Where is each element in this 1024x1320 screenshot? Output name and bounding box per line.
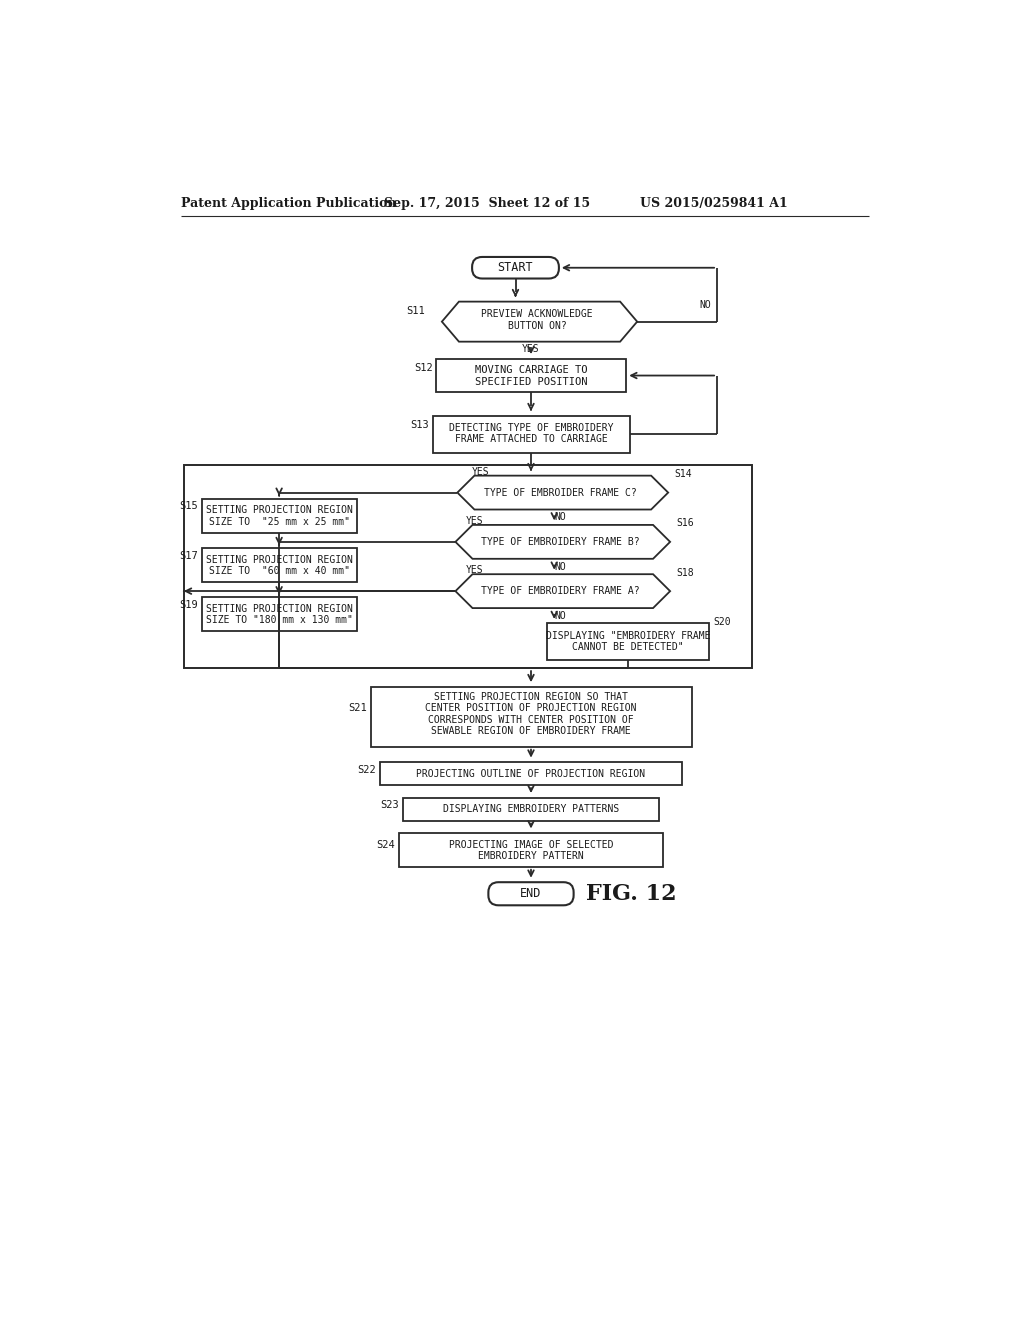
FancyBboxPatch shape	[380, 762, 682, 785]
Polygon shape	[458, 475, 669, 510]
FancyBboxPatch shape	[403, 797, 658, 821]
FancyBboxPatch shape	[432, 416, 630, 453]
FancyBboxPatch shape	[202, 597, 356, 631]
Text: PROJECTING IMAGE OF SELECTED: PROJECTING IMAGE OF SELECTED	[449, 841, 613, 850]
Text: DISPLAYING "EMBROIDERY FRAME: DISPLAYING "EMBROIDERY FRAME	[546, 631, 710, 640]
Text: MOVING CARRIAGE TO: MOVING CARRIAGE TO	[475, 366, 587, 375]
Text: YES: YES	[522, 345, 540, 354]
Text: SETTING PROJECTION REGION: SETTING PROJECTION REGION	[206, 603, 352, 614]
Text: YES: YES	[466, 565, 483, 576]
Text: Patent Application Publication: Patent Application Publication	[180, 197, 396, 210]
Text: YES: YES	[466, 516, 483, 527]
Text: S21: S21	[348, 704, 367, 713]
Text: S13: S13	[410, 420, 429, 430]
Text: BUTTON ON?: BUTTON ON?	[508, 321, 566, 331]
Text: START: START	[498, 261, 534, 275]
FancyBboxPatch shape	[202, 548, 356, 582]
Text: SETTING PROJECTION REGION: SETTING PROJECTION REGION	[206, 554, 352, 565]
Text: S24: S24	[377, 841, 395, 850]
Text: DETECTING TYPE OF EMBROIDERY: DETECTING TYPE OF EMBROIDERY	[449, 422, 613, 433]
FancyBboxPatch shape	[547, 623, 710, 660]
Text: FRAME ATTACHED TO CARRIAGE: FRAME ATTACHED TO CARRIAGE	[455, 434, 607, 445]
Text: S23: S23	[381, 800, 399, 810]
FancyBboxPatch shape	[399, 833, 663, 867]
Text: S11: S11	[407, 306, 425, 315]
Text: SIZE TO "180 mm x 130 mm": SIZE TO "180 mm x 130 mm"	[206, 615, 352, 626]
Polygon shape	[442, 302, 637, 342]
FancyBboxPatch shape	[202, 499, 356, 533]
Text: TYPE OF EMBROIDERY FRAME B?: TYPE OF EMBROIDERY FRAME B?	[481, 537, 640, 546]
Text: SIZE TO  "60 mm x 40 mm": SIZE TO "60 mm x 40 mm"	[209, 566, 349, 576]
Text: S12: S12	[414, 363, 432, 372]
FancyBboxPatch shape	[488, 882, 573, 906]
Text: PREVIEW ACKNOWLEDGE: PREVIEW ACKNOWLEDGE	[481, 309, 593, 319]
Text: SPECIFIED POSITION: SPECIFIED POSITION	[475, 376, 587, 387]
Text: SEWABLE REGION OF EMBROIDERY FRAME: SEWABLE REGION OF EMBROIDERY FRAME	[431, 726, 631, 737]
Polygon shape	[456, 574, 670, 609]
Text: Sep. 17, 2015  Sheet 12 of 15: Sep. 17, 2015 Sheet 12 of 15	[384, 197, 590, 210]
Text: S22: S22	[357, 764, 376, 775]
Text: S17: S17	[179, 550, 198, 561]
Text: PROJECTING OUTLINE OF PROJECTION REGION: PROJECTING OUTLINE OF PROJECTION REGION	[417, 768, 645, 779]
Text: S15: S15	[179, 502, 198, 511]
Text: END: END	[520, 887, 542, 900]
Text: US 2015/0259841 A1: US 2015/0259841 A1	[640, 197, 787, 210]
Text: S14: S14	[675, 469, 692, 479]
Text: NO: NO	[555, 561, 566, 572]
FancyBboxPatch shape	[371, 686, 692, 747]
Text: FIG. 12: FIG. 12	[587, 883, 677, 904]
FancyBboxPatch shape	[472, 257, 559, 279]
Text: TYPE OF EMBROIDERY FRAME A?: TYPE OF EMBROIDERY FRAME A?	[481, 586, 640, 597]
Text: S16: S16	[676, 519, 694, 528]
Text: S18: S18	[676, 568, 694, 578]
Text: S19: S19	[179, 601, 198, 610]
Text: SIZE TO  "25 mm x 25 mm": SIZE TO "25 mm x 25 mm"	[209, 517, 349, 527]
Text: NO: NO	[555, 611, 566, 620]
Text: DISPLAYING EMBROIDERY PATTERNS: DISPLAYING EMBROIDERY PATTERNS	[442, 804, 620, 814]
Text: CORRESPONDS WITH CENTER POSITION OF: CORRESPONDS WITH CENTER POSITION OF	[428, 714, 634, 725]
Text: CENTER POSITION OF PROJECTION REGION: CENTER POSITION OF PROJECTION REGION	[425, 704, 637, 713]
FancyBboxPatch shape	[436, 359, 627, 392]
Text: CANNOT BE DETECTED": CANNOT BE DETECTED"	[572, 643, 684, 652]
Text: S20: S20	[713, 616, 731, 627]
Text: EMBROIDERY PATTERN: EMBROIDERY PATTERN	[478, 851, 584, 861]
Text: SETTING PROJECTION REGION: SETTING PROJECTION REGION	[206, 506, 352, 515]
Text: NO: NO	[555, 512, 566, 523]
Text: TYPE OF EMBROIDER FRAME C?: TYPE OF EMBROIDER FRAME C?	[484, 487, 637, 498]
Text: NO: NO	[699, 300, 711, 310]
Text: YES: YES	[472, 467, 489, 477]
Text: SETTING PROJECTION REGION SO THAT: SETTING PROJECTION REGION SO THAT	[434, 693, 628, 702]
Polygon shape	[456, 525, 670, 558]
